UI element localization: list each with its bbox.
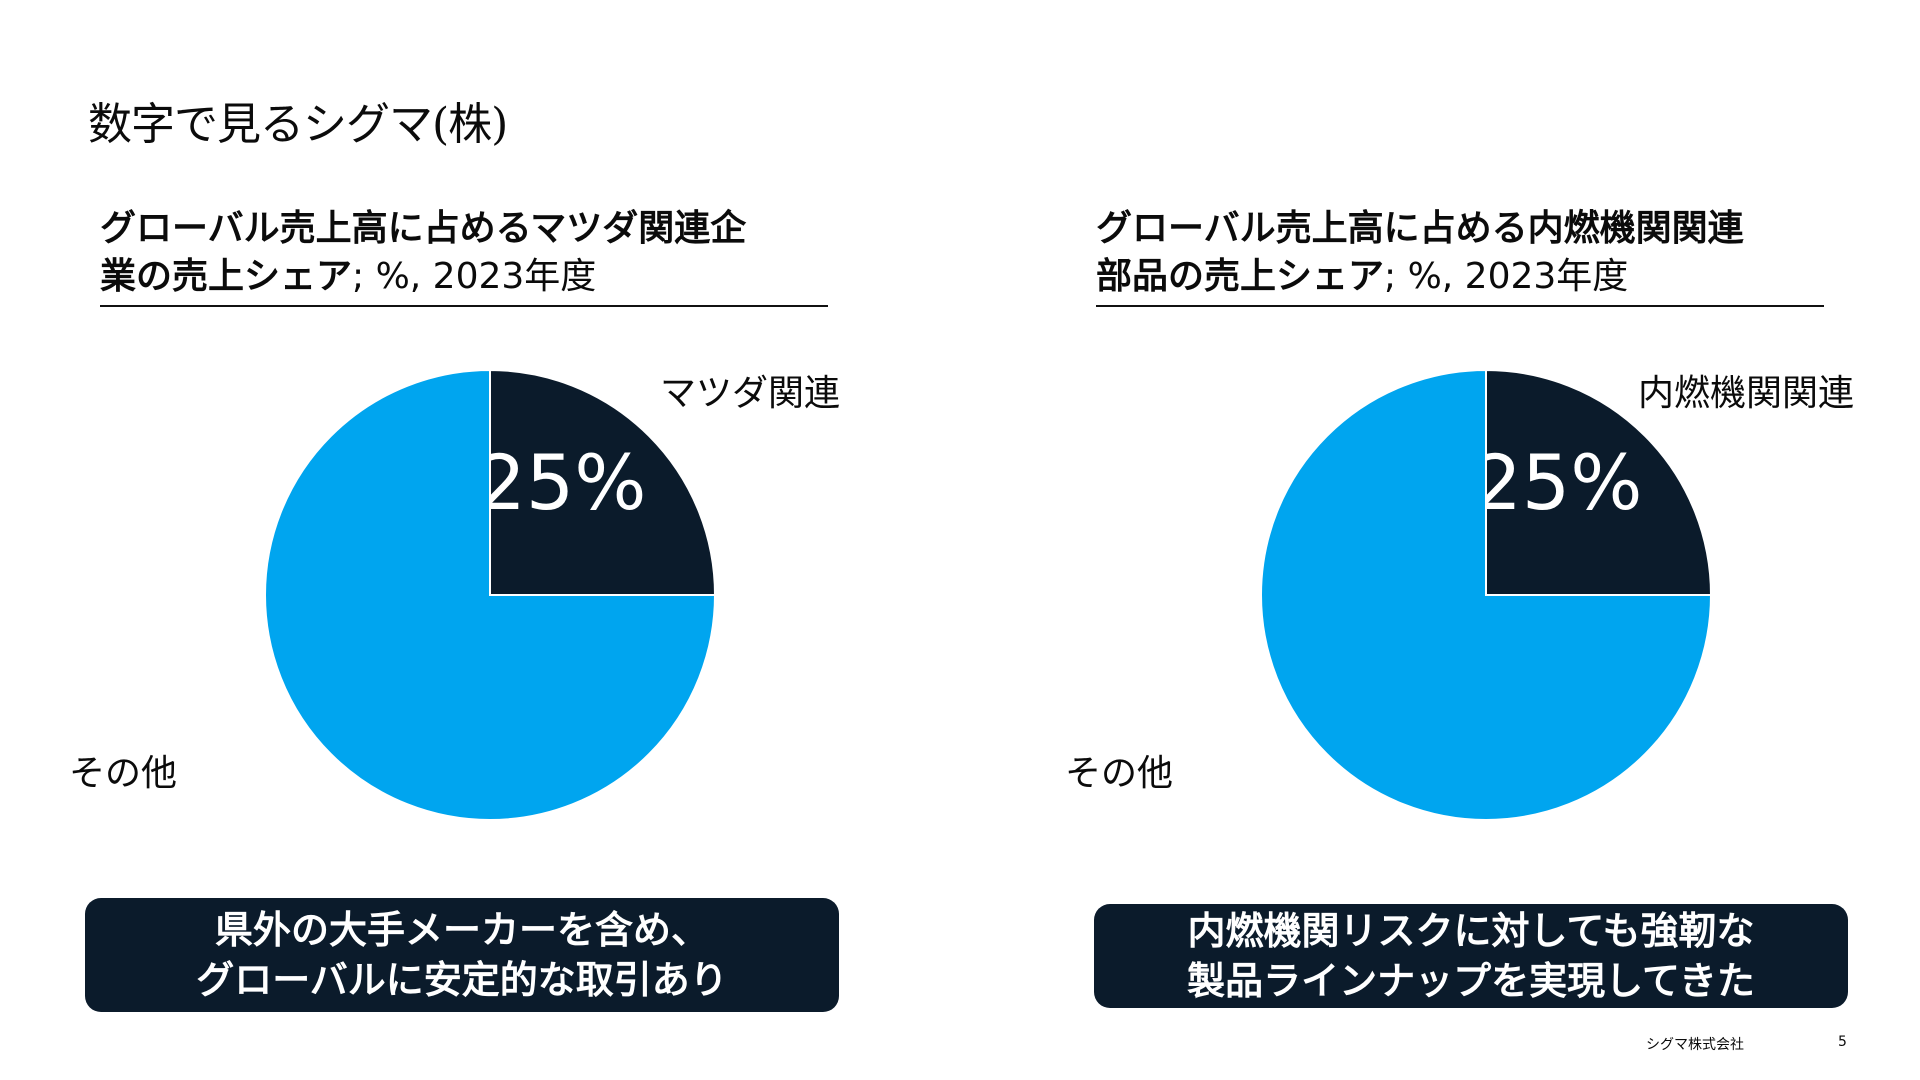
callout-line1: 県外の大手メーカーを含め、 <box>214 908 709 952</box>
pie-slice-label-0: 内燃機関関連 <box>1638 373 1854 414</box>
pie-panel-combustion: グローバル売上高に占める内燃機関関連 部品の売上シェア; %, 2023年度 内… <box>1065 205 1854 1025</box>
chart-title-strong-line2: 業の売上シェア <box>100 256 353 297</box>
chart-title-strong-line2: 部品の売上シェア <box>1096 256 1385 297</box>
footer-company: シグマ株式会社 <box>1646 1037 1744 1053</box>
chart-heading: グローバル売上高に占めるマツダ関連企 業の売上シェア; %, 2023年度 <box>100 205 828 307</box>
callout-box: 内燃機関リスクに対しても強靭な 製品ラインナップを実現してきた <box>1094 904 1848 1008</box>
page-number: 5 <box>1838 1034 1847 1050</box>
chart-title-normal: ; %, 2023年度 <box>352 256 597 297</box>
chart-title-strong-line1: グローバル売上高に占めるマツダ関連企 <box>100 208 747 249</box>
pie-panel-mazda: グローバル売上高に占めるマツダ関連企 業の売上シェア; %, 2023年度 マツ… <box>69 205 840 1025</box>
callout-line2: 製品ラインナップを実現してきた <box>1187 959 1755 1003</box>
pie-chart-combustion: 内燃機関関連 25% その他 <box>1065 368 1854 821</box>
pie-slice-0 <box>1485 368 1713 596</box>
pie-slice-1 <box>1260 368 1713 821</box>
pie-slice-label-0: マツダ関連 <box>660 373 840 414</box>
chart-title-normal: ; %, 2023年度 <box>1384 256 1629 297</box>
callout-line2: グローバルに安定的な取引あり <box>196 958 728 1002</box>
pie-slice-label-1: その他 <box>1065 753 1173 794</box>
callout-line1: 内燃機関リスクに対しても強靭な <box>1187 909 1755 953</box>
pie-chart-mazda: マツダ関連 25% その他 <box>69 368 840 821</box>
pie-value-label-0: 25% <box>478 438 647 527</box>
slide-title: 数字で見るシグマ(株) <box>88 99 508 150</box>
chart-title-strong-line1: グローバル売上高に占める内燃機関関連 <box>1096 208 1744 249</box>
pie-value-label-0: 25% <box>1474 438 1643 527</box>
callout-box: 県外の大手メーカーを含め、 グローバルに安定的な取引あり <box>85 898 839 1012</box>
chart-heading: グローバル売上高に占める内燃機関関連 部品の売上シェア; %, 2023年度 <box>1096 205 1824 307</box>
pie-slice-1 <box>264 368 717 821</box>
pie-slice-label-1: その他 <box>69 753 177 794</box>
pie-slice-0 <box>489 368 717 596</box>
